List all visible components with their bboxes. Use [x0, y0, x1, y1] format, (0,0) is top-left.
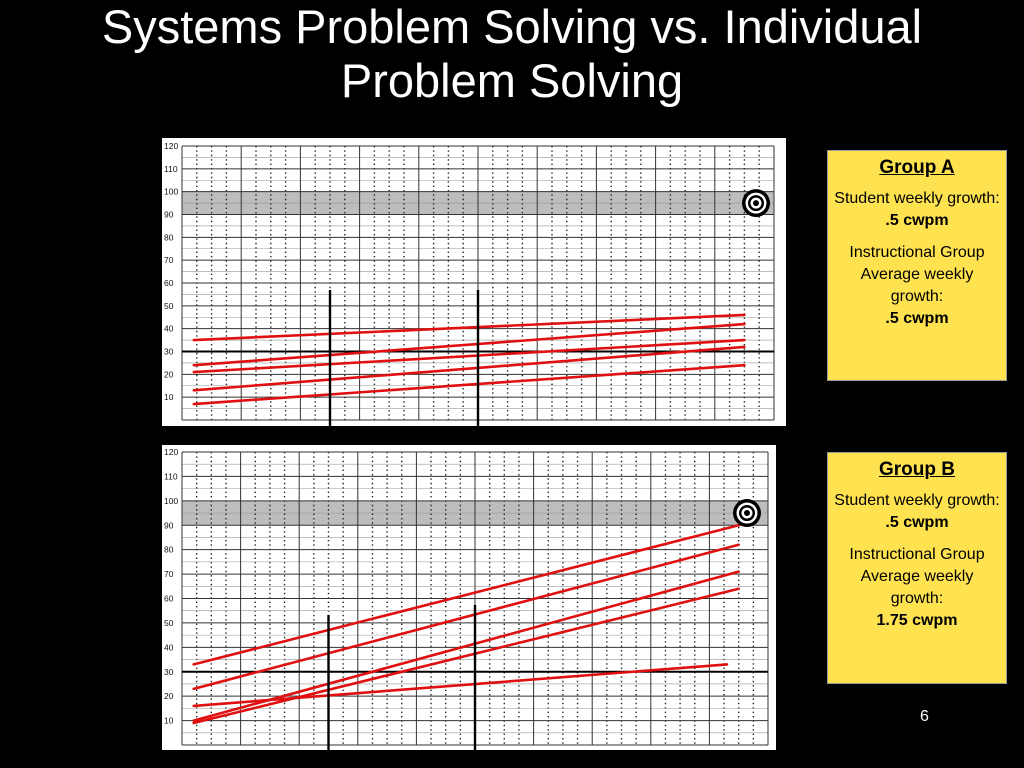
chart-a-ytick-label: 90 [164, 210, 174, 220]
group-b-title: Group B [879, 459, 955, 480]
slide-title-line-1: Systems Problem Solving vs. Individual [101, 0, 923, 53]
chart-group-b: 120 110 100 90 80 70 60 50 40 30 20 10 [162, 445, 776, 750]
chart-a-trendline-4 [192, 345, 746, 392]
chart-a-trendline-3 [192, 338, 746, 374]
chart-a-ytick-label: 70 [164, 255, 174, 265]
chart-b-trendline-3 [192, 570, 741, 722]
chart-b-ytick-label: 10 [164, 716, 174, 726]
chart-b-ytick-label: 70 [164, 569, 174, 579]
group-a-title: Group A [879, 157, 955, 178]
chart-b-ytick-label: 20 [164, 691, 174, 701]
chart-b-target-center [744, 510, 750, 517]
chart-b-trendline-2 [192, 543, 741, 691]
chart-a-ytick-label: 40 [164, 324, 174, 334]
group-a-box: Group A Student weekly growth: .5 cwpm I… [827, 150, 1007, 381]
chart-group-a: 120 110 100 90 80 70 60 50 40 30 20 10 [162, 138, 786, 426]
group-b-group-value: 1.75 cwpm [876, 612, 958, 629]
chart-a-ytick-label: 30 [164, 347, 174, 357]
chart-a-ytick-label: 110 [164, 164, 178, 174]
chart-a-ytick-label: 50 [164, 301, 174, 311]
group-a-group-label: Instructional Group Average weekly growt… [849, 244, 985, 305]
slide-title-line-2: Problem Solving [340, 54, 684, 107]
chart-a-ytick-label: 80 [164, 232, 174, 242]
chart-b-plot: 120 110 100 90 80 70 60 50 40 30 20 10 [164, 447, 769, 750]
chart-a-trendline-1 [192, 313, 746, 342]
chart-a-ytick-label: 20 [164, 369, 174, 379]
group-b-student-label: Student weekly growth: [834, 492, 1000, 509]
chart-b-ytick-label: 80 [164, 545, 174, 555]
slide-title: Systems Problem Solving vs. Individual P… [0, 0, 1024, 108]
chart-b-ytick-label: 60 [164, 594, 174, 604]
group-a-group-value: .5 cwpm [885, 310, 949, 327]
chart-b-trendline-5 [192, 663, 729, 708]
chart-b-ytick-label: 120 [164, 447, 178, 457]
chart-a-trendline-5 [192, 363, 746, 406]
page-number: 6 [920, 708, 929, 725]
chart-a-ytick-label: 100 [164, 187, 178, 197]
chart-a-trendline-2 [192, 322, 746, 367]
group-b-student-value: .5 cwpm [885, 514, 949, 531]
group-a-student-label: Student weekly growth: [834, 190, 1000, 207]
chart-b-trendline-4 [192, 587, 741, 725]
chart-b-ytick-label: 90 [164, 520, 174, 530]
group-b-box: Group B Student weekly growth: .5 cwpm I… [827, 452, 1007, 684]
chart-a-target-center [753, 200, 759, 207]
chart-b-ytick-label: 30 [164, 667, 174, 677]
group-b-group-label: Instructional Group Average weekly growt… [849, 546, 985, 607]
chart-b-ytick-label: 100 [164, 496, 178, 506]
chart-a-ytick-label: 10 [164, 392, 174, 402]
chart-a-ytick-label: 120 [164, 141, 178, 151]
chart-b-ytick-label: 110 [164, 471, 178, 481]
group-a-student-value: .5 cwpm [885, 212, 949, 229]
chart-b-target-icon [733, 499, 761, 528]
chart-a-target-icon [742, 189, 770, 218]
chart-b-ytick-label: 40 [164, 642, 174, 652]
chart-group-b-svg: 120 110 100 90 80 70 60 50 40 30 20 10 [164, 447, 769, 750]
chart-b-trendline-1 [192, 523, 741, 666]
chart-a-ytick-label: 60 [164, 278, 174, 288]
chart-a-plot: 120 110 100 90 80 70 60 50 40 30 20 10 [164, 141, 775, 426]
chart-group-a-svg: 120 110 100 90 80 70 60 50 40 30 20 10 [164, 141, 775, 426]
chart-b-ytick-label: 50 [164, 618, 174, 628]
